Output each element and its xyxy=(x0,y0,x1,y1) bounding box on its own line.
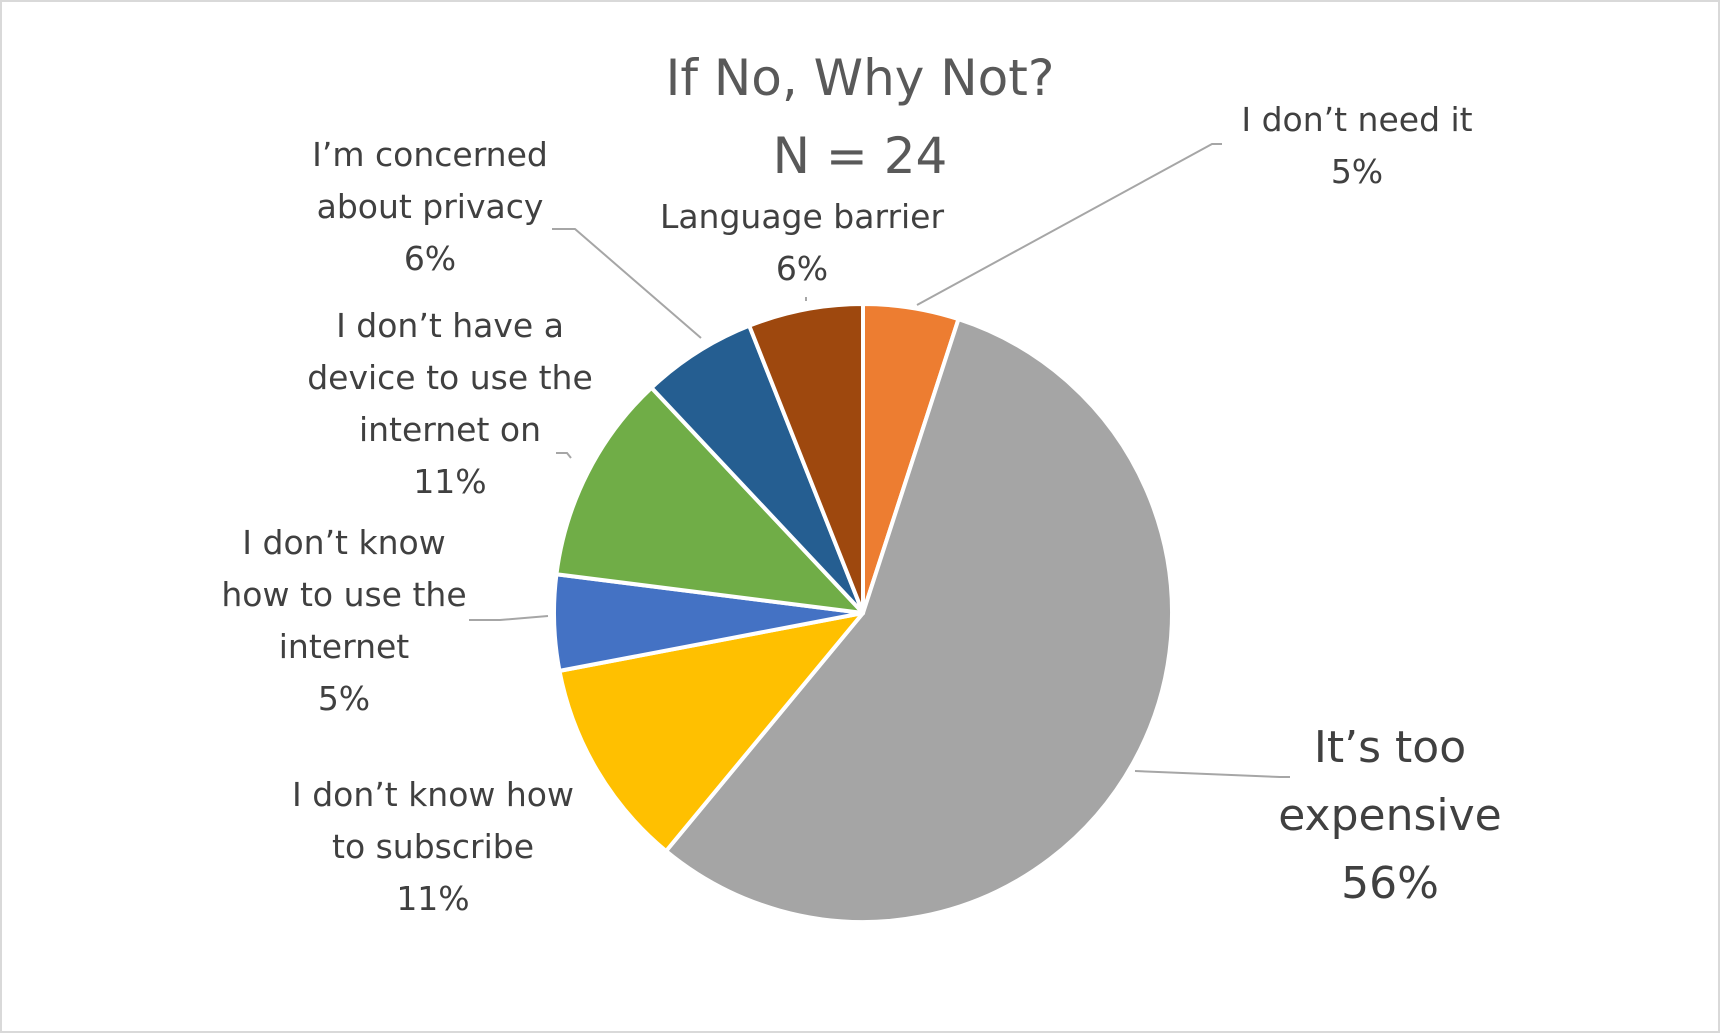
chart-title: If No, Why Not? xyxy=(665,49,1055,107)
slice-category-label: I don’t know xyxy=(242,523,445,562)
slice-category-label: how to use the xyxy=(221,575,466,614)
slice-category-label: I don’t know how xyxy=(292,775,574,814)
slice-category-label: internet on xyxy=(359,410,541,449)
slice-category-label: internet xyxy=(279,627,410,666)
slice-value-label: 6% xyxy=(404,239,456,278)
chart-subtitle: N = 24 xyxy=(772,127,948,185)
slice-category-label: Language barrier xyxy=(660,197,945,236)
leader-line xyxy=(556,452,572,459)
leader-line xyxy=(1134,770,1290,778)
slice-value-label: 5% xyxy=(1331,152,1383,191)
slice-value-label: 56% xyxy=(1341,858,1439,909)
slice-category-label: I’m concerned xyxy=(312,135,548,174)
pie-slice xyxy=(747,302,865,615)
slice-category-label: I don’t have a xyxy=(336,306,564,345)
leader-line xyxy=(916,143,1222,306)
leader-line xyxy=(469,615,549,621)
slice-category-label: It’s too xyxy=(1314,722,1466,773)
pie-slice xyxy=(557,611,865,854)
pie-slice xyxy=(664,317,1174,924)
leader-line xyxy=(552,228,702,339)
slice-value-label: 11% xyxy=(413,462,486,501)
slice-category-label: device to use the xyxy=(307,358,593,397)
pie-slice xyxy=(554,385,865,615)
slice-value-label: 6% xyxy=(776,249,828,288)
slice-value-label: 11% xyxy=(396,879,469,918)
slice-category-label: about privacy xyxy=(317,187,544,226)
slice-value-label: 5% xyxy=(318,679,370,718)
slice-category-label: I don’t need it xyxy=(1241,100,1472,139)
slice-category-label: expensive xyxy=(1278,790,1501,841)
slice-category-label: to subscribe xyxy=(332,827,534,866)
